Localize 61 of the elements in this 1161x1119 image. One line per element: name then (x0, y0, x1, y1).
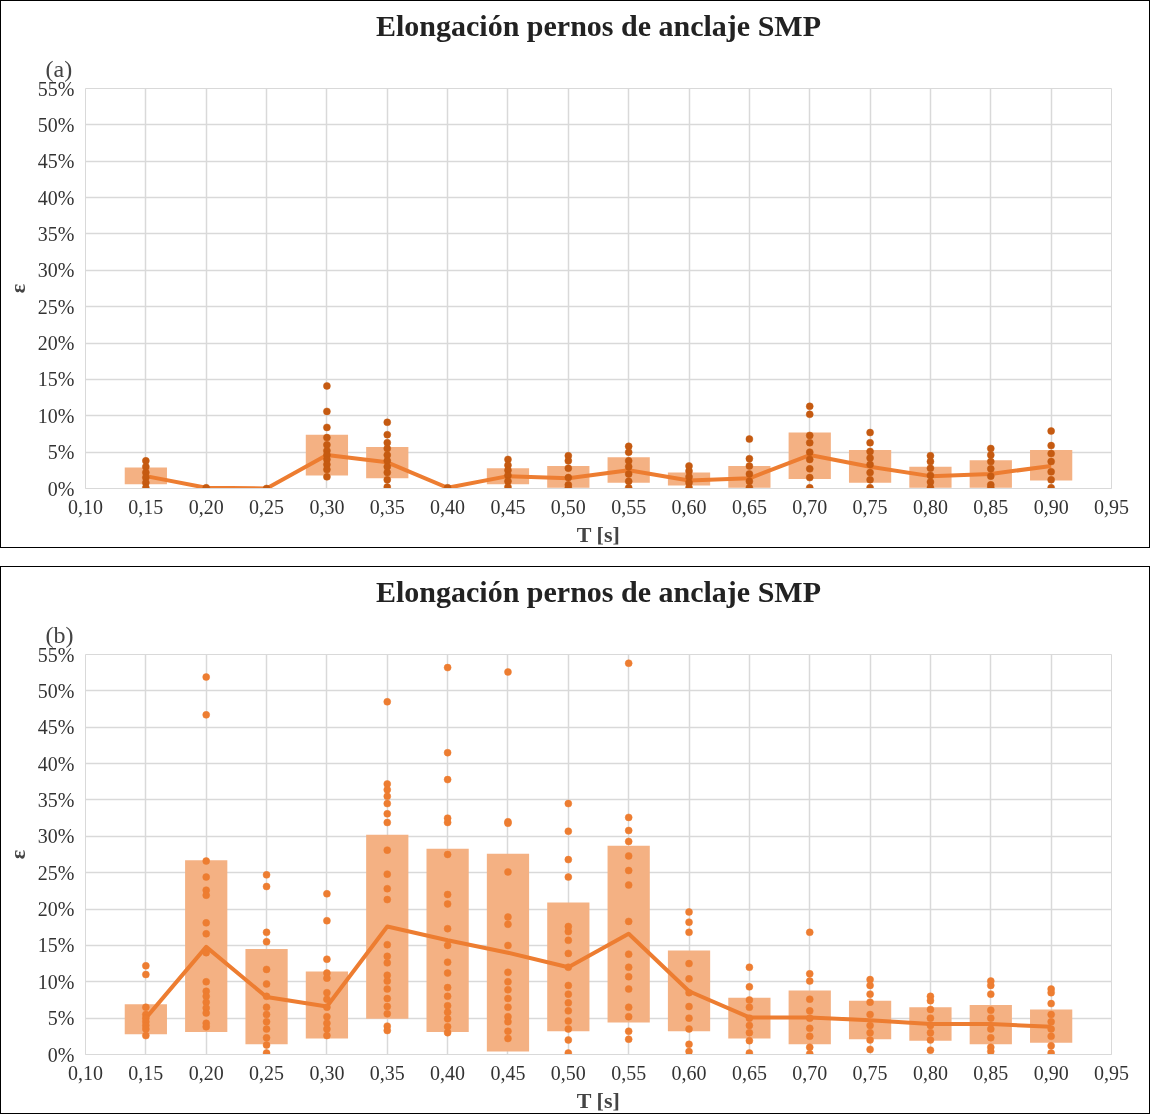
y-axis-title: ε (4, 283, 30, 294)
x-tick-label: 0,85 (973, 1061, 1009, 1084)
x-tick-label: 0,75 (852, 1061, 888, 1084)
x-tick-label: 0,55 (611, 495, 647, 518)
y-tick-label: 45% (37, 716, 75, 739)
x-tick-label: 0,35 (369, 1061, 405, 1084)
x-tick-label: 0,65 (731, 1061, 767, 1084)
x-tick-label: 0,70 (792, 1061, 828, 1084)
bar (607, 845, 650, 1023)
y-tick-label: 5% (47, 1007, 75, 1030)
x-tick-label: 0,95 (1094, 1061, 1129, 1084)
y-tick-label: 40% (37, 186, 75, 209)
x-tick-label: 0,70 (792, 495, 828, 518)
y-tick-label: 20% (37, 898, 75, 921)
x-tick-label: 0,45 (490, 1061, 526, 1084)
x-tick-label: 0,65 (731, 495, 767, 518)
x-tick-label: 0,80 (912, 1061, 948, 1084)
y-tick-label: 50% (37, 113, 75, 136)
y-tick-label: 20% (37, 332, 75, 355)
x-tick-label: 0,40 (430, 1061, 466, 1084)
y-tick-label: 30% (37, 825, 75, 848)
x-axis-title: T [s] (576, 1087, 620, 1113)
y-tick-label: 25% (37, 295, 75, 318)
x-tick-label: 0,30 (309, 495, 345, 518)
x-tick-label: 0,25 (249, 495, 285, 518)
x-tick-label: 0,55 (611, 1061, 647, 1084)
x-tick-label: 0,75 (852, 495, 888, 518)
y-tick-label: 35% (37, 788, 75, 811)
x-tick-label: 0,60 (671, 1061, 707, 1084)
y-tick-label: 30% (37, 259, 75, 282)
y-tick-label: 50% (37, 679, 75, 702)
x-tick-label: 0,50 (550, 495, 586, 518)
x-tick-label: 0,35 (369, 495, 405, 518)
y-tick-label: 10% (37, 970, 75, 993)
x-tick-label: 0,15 (128, 495, 164, 518)
x-tick-label: 0,40 (430, 495, 466, 518)
x-tick-label: 0,20 (188, 495, 224, 518)
x-tick-label: 0,90 (1033, 495, 1069, 518)
x-tick-label: 0,90 (1033, 1061, 1069, 1084)
y-tick-label: 45% (37, 150, 75, 173)
x-tick-label: 0,30 (309, 1061, 345, 1084)
x-tick-label: 0,15 (128, 1061, 164, 1084)
x-tick-label: 0,80 (912, 495, 948, 518)
chart-title: Elongación pernos de anclaje SMP (376, 574, 822, 608)
x-tick-label: 0,60 (671, 495, 707, 518)
x-tick-label: 0,20 (188, 1061, 224, 1084)
y-tick-label: 25% (37, 861, 75, 884)
x-tick-label: 0,25 (249, 1061, 285, 1084)
y-tick-label: 15% (37, 934, 75, 957)
x-tick-label: 0,50 (550, 1061, 586, 1084)
x-tick-label: 0,95 (1094, 495, 1129, 518)
y-axis-title: ε (4, 849, 30, 860)
x-axis-title: T [s] (576, 521, 620, 547)
y-tick-label: 15% (37, 368, 75, 391)
x-tick-label: 0,45 (490, 495, 526, 518)
y-tick-label: 35% (37, 222, 75, 245)
x-tick-label: 0,85 (973, 495, 1009, 518)
y-tick-label: 40% (37, 752, 75, 775)
y-tick-label: 5% (47, 441, 75, 464)
y-tick-label: 10% (37, 404, 75, 427)
chart-title: Elongación pernos de anclaje SMP (376, 8, 822, 42)
